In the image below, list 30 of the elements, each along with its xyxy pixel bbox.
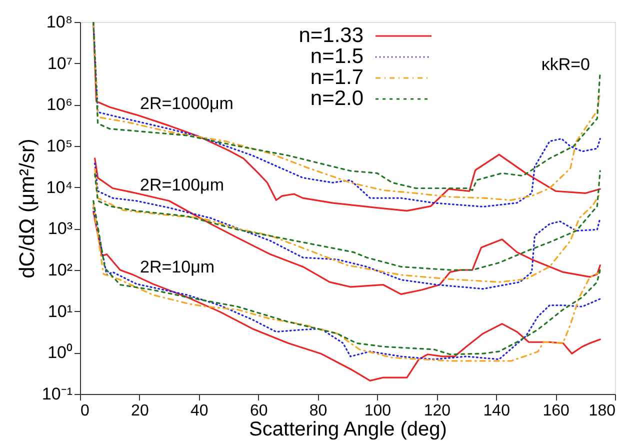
x-tick-label: 40 <box>190 402 208 420</box>
x-tick-label: 160 <box>542 402 570 420</box>
legend-label: n=1.33 <box>298 24 364 47</box>
annotation: 2R=100μm <box>140 176 224 195</box>
y-tick-label: 10¹ <box>48 302 73 321</box>
y-tick-label: 10⁷ <box>47 54 72 73</box>
y-tick-label: 10⁵ <box>46 136 72 156</box>
annotation: 2R=1000μm <box>140 94 234 113</box>
x-tick-label: 120 <box>424 402 451 420</box>
x-tick-label: 60 <box>250 402 268 420</box>
x-tick-label: 80 <box>309 402 328 420</box>
annotation: κkR=0 <box>541 54 590 74</box>
annotation: 2R=10μm <box>140 258 215 277</box>
x-tick-label: 20 <box>131 402 149 420</box>
x-tick-label: 180 <box>588 402 616 420</box>
y-tick-label: 10⁴ <box>46 178 72 197</box>
y-tick-label: 10⁸ <box>46 12 72 32</box>
x-tick-label: 140 <box>483 402 510 420</box>
x-axis-title: Scattering Angle (deg) <box>249 418 447 440</box>
y-tick-label: 10² <box>48 260 73 280</box>
legend-label: n=1.5 <box>310 45 364 68</box>
legend-label: n=2.0 <box>310 87 364 110</box>
y-axis-title: dC/dΩ (μm²/sr) <box>16 138 39 278</box>
x-tick-label: 0 <box>80 402 90 420</box>
y-tick-label: 10⁰ <box>48 343 72 362</box>
legend-label: n=1.7 <box>310 66 364 89</box>
y-tick-label: 10⁻¹ <box>42 384 73 404</box>
y-tick-label: 10³ <box>48 219 73 238</box>
y-tick-label: 10⁶ <box>46 95 72 114</box>
x-tick-label: 100 <box>364 402 392 420</box>
